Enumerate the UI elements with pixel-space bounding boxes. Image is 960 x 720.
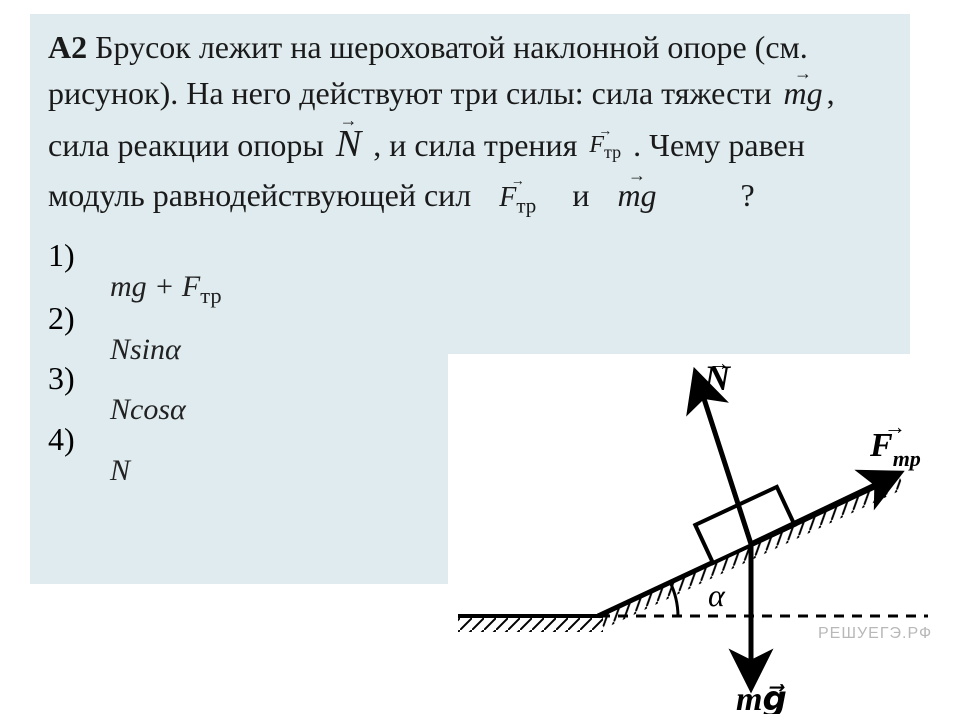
vector-arrow-icon: → [585,122,625,142]
symbol-mg: → mg [779,70,826,116]
problem-text: А2 Брусок лежит на шероховатой наклонной… [48,24,892,221]
symbol-Ftr-2: → Fтр [495,178,540,221]
vector-arrow-icon: → [779,60,826,86]
text-part-1: Брусок лежит на шероховатой наклонной оп… [48,29,808,111]
diagram-svg: → N → Fmp mg⃗ α РЕШУЕГЭ.РФ [448,354,948,714]
answer-formula: Ncosα [110,381,186,438]
label-N-text: N [703,358,732,398]
answer-formula: mg + Fтр [110,258,222,318]
problem-id: А2 [48,29,87,65]
answer-num: 3) [48,348,92,409]
answer-num: 1) [48,225,92,286]
answer-formula: Nsinα [110,321,181,378]
vector-arrow-icon: → [495,172,540,192]
text-and: и [572,177,589,213]
physics-diagram: → N → Fmp mg⃗ α РЕШУЕГЭ.РФ [448,354,948,714]
symbol-N: → N [332,117,365,172]
answer-num: 4) [48,409,92,470]
vector-arrow-icon: → [613,162,660,188]
symbol-mg-2: → mg [613,172,660,218]
label-alpha: α [708,577,726,613]
symbol-Ftr: → Fтр [585,128,625,165]
label-mg: mg⃗ [736,681,787,714]
page: А2 Брусок лежит на шероховатой наклонной… [0,0,960,720]
text-q: ? [741,177,755,213]
text-part-3: , и сила трения [373,127,577,163]
answer-row: 1) mg + Fтр [48,225,892,288]
answer-num: 2) [48,288,92,349]
answer-formula: N [110,442,130,499]
vector-arrow-icon: → [332,107,365,133]
watermark: РЕШУЕГЭ.РФ [818,625,932,642]
